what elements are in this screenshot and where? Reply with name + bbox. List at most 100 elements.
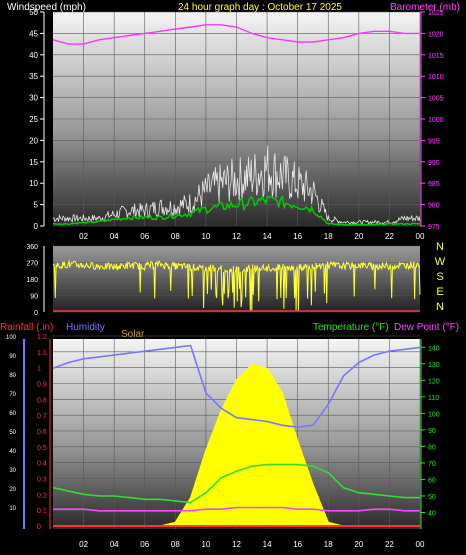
humidity-tick-label: 90: [9, 354, 16, 360]
x-tick-label: 08: [171, 540, 180, 549]
rainfall-tick-label: 1: [37, 366, 41, 373]
temperature-tick-label: 40: [428, 510, 436, 517]
direction-tick-label: 270: [26, 261, 38, 268]
direction-tick-label: 90: [30, 294, 38, 301]
temperature-tick-label: 120: [428, 378, 440, 385]
humidity-tick-label: 100: [6, 335, 17, 341]
humidity-tick-label: 70: [9, 392, 16, 398]
barometer-tick-label: 975: [428, 224, 440, 231]
windspeed-tick-label: 5: [34, 201, 39, 210]
windspeed-tick-label: 30: [29, 94, 38, 103]
weather-series: [52, 344, 421, 527]
wind-series: [52, 24, 421, 226]
x-tick-label: 14: [263, 232, 272, 241]
barometer-tick-label: 1025: [428, 10, 444, 17]
dewpoint-label: Dew Point (°F): [394, 322, 459, 333]
direction-tick-label: 180: [26, 277, 38, 284]
temperature-tick-label: 80: [428, 444, 436, 451]
x-tick-label: 22: [385, 232, 394, 241]
rainfall-tick-label: 0.6: [37, 429, 47, 436]
direction-series: [52, 259, 421, 312]
x-tick-label: 18: [324, 232, 333, 241]
temperature-tick-label: 60: [428, 477, 436, 484]
x-tick-label: 18: [324, 540, 333, 549]
barometer-tick-label: 1000: [428, 117, 444, 124]
x-tick-label: 14: [263, 540, 272, 549]
rainfall-tick-label: 0.1: [37, 508, 47, 515]
x-tick-label: 02: [79, 540, 88, 549]
humidity-axis: 10 20 30 40 50 60 70 80 90 100: [6, 335, 25, 529]
wind-grid: [53, 11, 421, 227]
humidity-tick-label: 40: [9, 449, 16, 455]
humidity-tick-label: 30: [9, 468, 16, 474]
direction-axis: 0 90 180 270 360: [26, 244, 45, 317]
solar-label: Solar: [121, 329, 145, 340]
barometer-tick-label: 1015: [428, 53, 444, 60]
humidity-tick-label: 50: [9, 430, 16, 436]
barometer-line: [52, 24, 420, 45]
x-tick-label: 04: [110, 232, 119, 241]
temperature-tick-label: 130: [428, 362, 440, 369]
wind-x-axis: 02 04 06 08 10 12 14 16 18 20 22 00: [79, 232, 425, 241]
temperature-tick-label: 140: [428, 345, 440, 352]
direction-grid: [53, 245, 420, 313]
barometer-tick-label: 985: [428, 181, 440, 188]
rainfall-tick-label: 0.4: [37, 461, 47, 468]
x-tick-label: 16: [293, 232, 302, 241]
rainfall-tick-label: 1.2: [37, 334, 47, 341]
direction-tick-label: 360: [26, 244, 38, 251]
temperature-axis: 40 50 60 70 80 90 100 110 120 130 140: [420, 339, 440, 529]
x-tick-label: 12: [232, 232, 241, 241]
x-tick-label: 06: [140, 540, 149, 549]
chart-title: 24 hour graph day : October 17 2025: [178, 2, 342, 13]
humidity-label: Humidity: [66, 322, 105, 333]
barometer-tick-label: 1010: [428, 74, 444, 81]
temperature-tick-label: 110: [428, 395, 439, 402]
temperature-line: [52, 463, 420, 504]
x-tick-label: 12: [232, 540, 241, 549]
barometer-label: Barometer (mb): [390, 2, 460, 13]
weather-x-axis: 02 04 06 08 10 12 14 16 18 20 22 00: [79, 540, 425, 549]
x-tick-label: 20: [354, 540, 363, 549]
temperature-label: Temperature (°F): [313, 322, 389, 333]
rainfall-tick-label: 0.7: [37, 413, 47, 420]
compass-letter: W: [435, 256, 446, 268]
x-tick-label: 10: [201, 232, 210, 241]
compass-letter: N: [436, 241, 444, 253]
x-tick-label: 10: [201, 540, 210, 549]
x-tick-label: 04: [110, 540, 119, 549]
x-tick-label: 16: [293, 540, 302, 549]
x-tick-label: 06: [140, 232, 149, 241]
windspeed-tick-label: 15: [29, 158, 38, 167]
x-tick-label: 22: [385, 540, 394, 549]
x-tick-label: 08: [171, 232, 180, 241]
barometer-tick-label: 1005: [428, 96, 444, 103]
windspeed-tick-label: 10: [29, 179, 38, 188]
direction-tick-label: 0: [34, 310, 38, 317]
temperature-tick-label: 100: [428, 411, 440, 418]
x-tick-label: 20: [354, 232, 363, 241]
humidity-tick-label: 20: [9, 487, 16, 493]
temperature-tick-label: 70: [428, 461, 436, 468]
windspeed-tick-label: 0: [34, 222, 39, 231]
windspeed-tick-label: 20: [29, 136, 38, 145]
windspeed-tick-label: 25: [29, 115, 38, 124]
rainfall-axis: 0 0.1 0.2 0.3 0.4 0.5 0.6 0.7 0.8 0.9 1 1.1 1.2: [37, 334, 51, 531]
rainfall-tick-label: 0.3: [37, 477, 47, 484]
barometer-tick-label: 980: [428, 203, 440, 210]
x-tick-label: 00: [416, 540, 425, 549]
windspeed-tick-label: 50: [29, 8, 38, 17]
x-tick-label: 02: [79, 232, 88, 241]
compass-letter: S: [436, 271, 443, 283]
compass-letter: E: [436, 286, 443, 298]
windspeed-tick-label: 45: [29, 29, 38, 38]
temperature-tick-label: 90: [428, 428, 436, 435]
barometer-tick-label: 990: [428, 160, 440, 167]
rainfall-tick-label: 0: [37, 524, 41, 531]
windspeed-line: [52, 195, 421, 226]
temperature-tick-label: 50: [428, 494, 436, 501]
windspeed-tick-label: 35: [29, 72, 38, 81]
humidity-tick-label: 60: [9, 411, 16, 417]
humidity-line: [52, 344, 421, 429]
barometer-tick-label: 995: [428, 138, 440, 145]
